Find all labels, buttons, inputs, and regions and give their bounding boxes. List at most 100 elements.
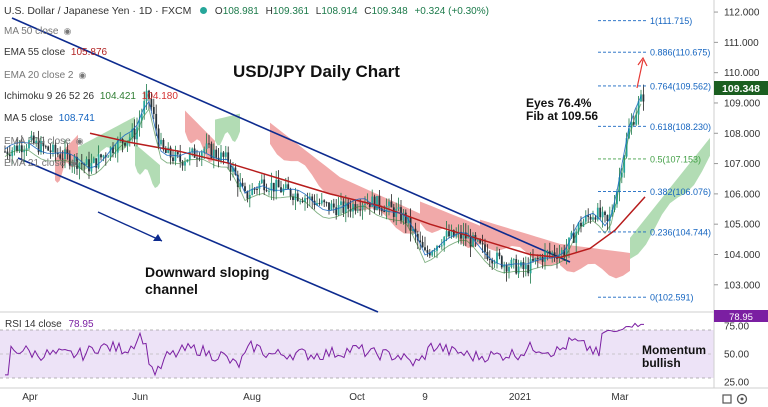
legend-value: 104.421 (97, 91, 136, 102)
trend-arrow-line (97, 211, 163, 242)
candle-body (635, 114, 638, 125)
candle-body (340, 201, 342, 206)
rsi-legend: RSI 14 close 78.95 (5, 319, 94, 330)
candle-body (244, 186, 246, 192)
legend-label: EMA 55 close (4, 47, 66, 58)
clock-icon[interactable] (722, 394, 732, 404)
candle-body (246, 191, 249, 199)
gear-icon[interactable] (736, 393, 748, 405)
candle-body (188, 152, 191, 160)
cloud-segment (215, 113, 240, 146)
candle-body (68, 153, 71, 166)
candle-body (337, 205, 340, 216)
x-tick-label: Apr (22, 392, 38, 403)
candle-body (323, 200, 326, 203)
eye-hidden-icon[interactable]: ◉ (70, 158, 79, 168)
candle-body (412, 228, 414, 232)
eye-hidden-icon[interactable]: ◉ (63, 26, 72, 36)
candle-body (100, 154, 102, 158)
y-tick-label: 103.000 (724, 280, 761, 291)
legend-value: 105.876 (68, 47, 108, 58)
rsi-tick-label: 50.00 (724, 350, 749, 361)
candle-body (320, 200, 323, 204)
candle-body (236, 174, 239, 187)
projection-arrow-line (636, 59, 644, 89)
eye-hidden-icon[interactable]: ◉ (75, 136, 84, 146)
legend-label: Ichimoku 9 26 52 26 (4, 91, 95, 102)
candle-body (71, 163, 74, 166)
candle-body (140, 113, 143, 121)
candle-body (445, 231, 448, 237)
candle-body (54, 144, 57, 153)
fibonacci-levels: 1(111.715) 0.886(110.675) 0.764(109.562) 0.… (598, 16, 711, 303)
candle-body (515, 259, 518, 274)
x-tick-label: Jun (132, 392, 148, 403)
trend-arrow-head (153, 234, 162, 241)
candle-body (234, 167, 237, 175)
candle-body (124, 142, 126, 146)
candle-body (265, 190, 268, 192)
legend-row[interactable]: EMA 55 close 105.876 (4, 42, 489, 64)
eye-hidden-icon[interactable]: ◉ (78, 70, 87, 80)
candle-body (431, 251, 434, 256)
candle-body (109, 147, 112, 157)
candle-body (424, 247, 426, 251)
rsi-value-tag-label: 78.95 (729, 312, 753, 323)
candle-body (210, 143, 213, 159)
candle-body (40, 140, 42, 153)
candle-body (16, 145, 18, 152)
candle-body (575, 231, 578, 243)
candle-body (73, 156, 76, 164)
fib-label: 0.382(106.076) (650, 187, 711, 197)
candle-body (18, 145, 21, 152)
rsi-pane (5, 322, 645, 377)
candle-body (32, 135, 35, 144)
candle-body (85, 159, 88, 165)
candle-body (191, 148, 194, 153)
candle-body (299, 200, 302, 202)
legend-row[interactable]: MA 5 close 108.741 (4, 108, 489, 130)
symbol-title: U.S. Dollar / Japanese Yen · 1D · FXCM (4, 5, 192, 17)
candle-body (524, 265, 527, 270)
legend-label: EMA 20 close 2 (4, 70, 74, 81)
legend-row[interactable]: Ichimoku 9 26 52 26 104.421 104.180 (4, 86, 489, 108)
candle-body (131, 128, 134, 138)
candle-body (599, 207, 602, 218)
candle-body (107, 156, 110, 158)
momentum-note-line2: bullish (642, 356, 681, 370)
candle-body (198, 157, 201, 159)
candle-body (376, 196, 378, 211)
fib-label: 0.886(110.675) (650, 48, 710, 58)
candle-body (342, 201, 345, 213)
candle-body (347, 202, 350, 209)
candle-body (116, 140, 119, 153)
y-tick-label: 105.000 (724, 220, 761, 231)
x-tick-label: 2021 (509, 392, 532, 403)
candle-body (308, 196, 311, 199)
channel-upper-line (11, 17, 571, 263)
candle-body (373, 196, 376, 211)
candle-body (433, 250, 436, 252)
candle-body (455, 234, 458, 237)
time-axis: Apr Jun Aug Oct 9 2021 Mar (22, 392, 629, 403)
candle-body (157, 128, 160, 145)
candle-body (356, 209, 359, 211)
candle-body (76, 156, 78, 169)
candle-body (112, 147, 114, 154)
legend-row[interactable]: EMA 200 close ◉ (4, 130, 489, 152)
cloud-segment (270, 122, 340, 196)
ma-5-line (4, 96, 642, 266)
x-tick-label: Mar (611, 392, 629, 403)
candle-body (637, 101, 640, 115)
candle-body (592, 217, 594, 220)
legend-row[interactable]: MA 50 close ◉ (4, 20, 489, 42)
candle-body (402, 212, 405, 221)
legend-row[interactable]: EMA 20 close 2 ◉ (4, 64, 489, 86)
candle-body (203, 148, 206, 153)
candle-body (325, 202, 328, 204)
candle-body (517, 266, 520, 274)
candle-body (11, 150, 14, 157)
candle-body (450, 230, 453, 237)
legend-row[interactable]: EMA 21 close ◉ (4, 152, 489, 174)
